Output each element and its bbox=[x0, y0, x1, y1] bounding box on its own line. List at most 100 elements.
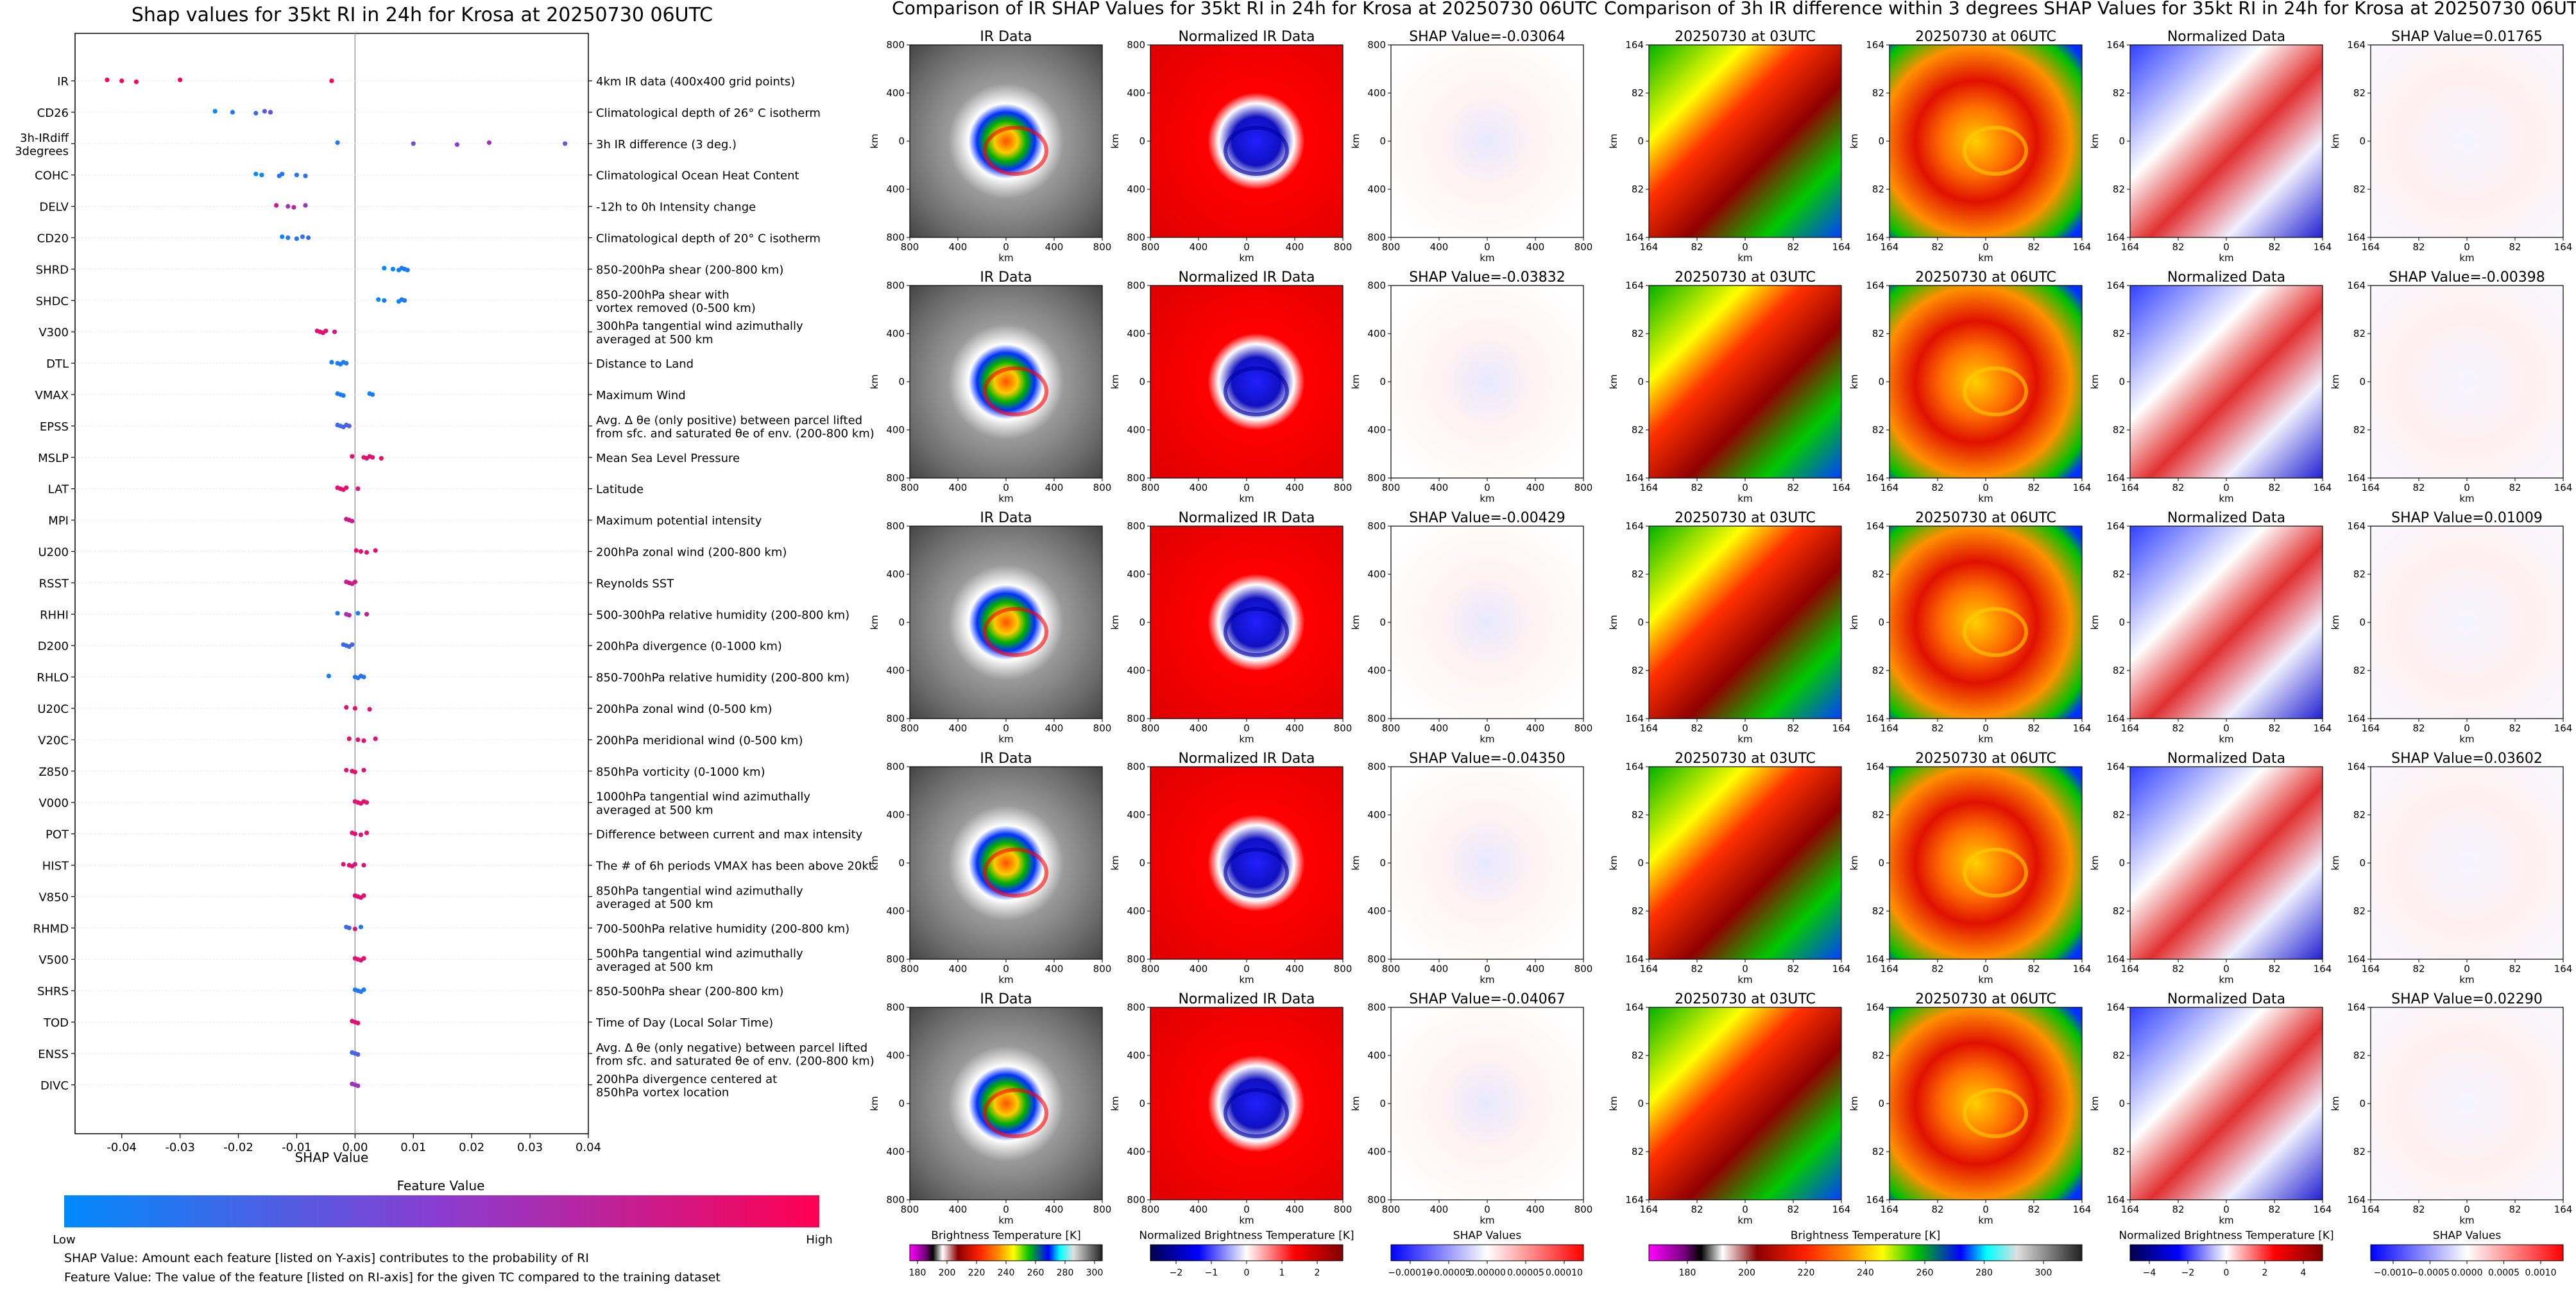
panel-y-tick-label: 400 bbox=[886, 665, 905, 676]
panel-image bbox=[1390, 1007, 1584, 1200]
shap-point bbox=[355, 737, 361, 742]
panel-image bbox=[1390, 766, 1584, 960]
panel-image bbox=[1889, 285, 2083, 479]
feature-description: Maximum Wind bbox=[596, 389, 686, 402]
panel-y-tick-label: 400 bbox=[886, 1146, 905, 1157]
panel-y-tick-label: 800 bbox=[1127, 1002, 1145, 1013]
shap-point bbox=[358, 925, 364, 930]
panel-y-tick-label: 164 bbox=[2106, 472, 2125, 484]
colorbar-tick-label: 0.0005 bbox=[2488, 1268, 2520, 1278]
panel-x-label: km bbox=[1239, 252, 1254, 264]
x-tick-label: 0.02 bbox=[459, 1141, 484, 1154]
panel-y-label: km bbox=[1848, 374, 1860, 389]
panel-y-tick-label: 0 bbox=[1379, 1098, 1386, 1109]
shap-point bbox=[286, 204, 291, 209]
shap-point bbox=[367, 706, 372, 712]
panel-image bbox=[1648, 1007, 1842, 1200]
panel-x-label: km bbox=[2459, 1215, 2474, 1226]
feature-label: 3h-IRdiff 3degrees bbox=[15, 132, 69, 158]
panel-x-tick-label: 164 bbox=[2121, 963, 2140, 975]
panel-title: 20250730 at 06UTC bbox=[1915, 29, 2056, 45]
panel-x-tick-label: 400 bbox=[1526, 241, 1545, 253]
panel-x-tick-label: 400 bbox=[1526, 482, 1545, 493]
panel-title: IR Data bbox=[980, 29, 1032, 45]
x-tick-label: -0.03 bbox=[165, 1141, 195, 1154]
shap-point bbox=[358, 549, 364, 554]
shap-point bbox=[350, 454, 355, 459]
panel-x-label: km bbox=[1239, 493, 1254, 504]
panel-y-tick-label: 0 bbox=[1139, 135, 1145, 147]
panel-x-tick-label: 164 bbox=[2314, 722, 2332, 734]
panel-y-tick-label: 164 bbox=[2347, 232, 2366, 243]
panel-x-tick-label: 800 bbox=[1334, 482, 1352, 493]
panel-image bbox=[2129, 44, 2323, 238]
panel-y-tick-label: 82 bbox=[1872, 424, 1884, 436]
panel-y-tick-label: 82 bbox=[2353, 424, 2366, 436]
panel-x-tick-label: 82 bbox=[2027, 1204, 2040, 1215]
shap-point bbox=[280, 234, 285, 239]
storm-eye-ring bbox=[1224, 366, 1289, 416]
panel-image bbox=[1150, 285, 1343, 479]
panel-x-tick-label: 800 bbox=[1574, 241, 1593, 253]
shap-point bbox=[274, 203, 279, 208]
panel-x-tick-label: 400 bbox=[1430, 963, 1449, 975]
shap-point bbox=[352, 862, 357, 867]
panel-y-tick-label: 0 bbox=[2359, 617, 2366, 628]
shap-point bbox=[335, 611, 340, 616]
shap-plot-title: Shap values for 35kt RI in 24h for Krosa… bbox=[132, 4, 713, 26]
colorbar-tick-label: −2 bbox=[1170, 1268, 1183, 1278]
panel-x-tick-label: 0 bbox=[2464, 482, 2470, 493]
panel-x-tick-label: 164 bbox=[1881, 1204, 1899, 1215]
panel-x-tick-label: 800 bbox=[1334, 722, 1352, 734]
panel-y-tick-label: 400 bbox=[1127, 809, 1145, 821]
panel-y-tick-label: 400 bbox=[1367, 665, 1386, 676]
panel-y-tick-label: 0 bbox=[1637, 135, 1644, 147]
panel-x-tick-label: 400 bbox=[1526, 722, 1545, 734]
panel-y-tick-label: 800 bbox=[1367, 761, 1386, 773]
ir-section-title: Comparison of IR SHAP Values for 35kt RI… bbox=[892, 0, 1598, 19]
panel-title: Normalized IR Data bbox=[1178, 751, 1315, 767]
panel-x-tick-label: 82 bbox=[2172, 241, 2184, 253]
panel-y-tick-label: 400 bbox=[1127, 328, 1145, 339]
colorbar-low-label: Low bbox=[53, 1233, 75, 1247]
panel-x-tick-label: 164 bbox=[1881, 963, 1899, 975]
shap-point bbox=[253, 110, 259, 115]
colorbar-tick-label: −4 bbox=[2143, 1268, 2156, 1278]
feature-label: DTL bbox=[46, 357, 69, 371]
panel-x-tick-label: 164 bbox=[2362, 963, 2380, 975]
panel-title: SHAP Value=-0.00398 bbox=[2389, 269, 2545, 286]
feature-description: 300hPa tangential wind azimuthally averag… bbox=[596, 320, 803, 346]
feature-label: DELV bbox=[39, 201, 69, 214]
shap-point bbox=[361, 674, 366, 679]
shap-point bbox=[344, 704, 349, 710]
shap-point bbox=[346, 736, 352, 741]
panel-y-tick-label: 164 bbox=[2347, 1194, 2366, 1206]
storm-eye-ring bbox=[1963, 607, 2028, 657]
panel-y-tick-label: 800 bbox=[886, 713, 905, 724]
shap-point bbox=[344, 485, 349, 490]
panel-title: Normalized IR Data bbox=[1178, 991, 1315, 1007]
panel-title: IR Data bbox=[980, 269, 1032, 286]
panel-x-tick-label: 164 bbox=[1881, 241, 1899, 253]
panel-title: Normalized Data bbox=[2167, 29, 2285, 45]
panel-x-tick-label: 82 bbox=[1691, 241, 1703, 253]
panel-x-tick-label: 400 bbox=[949, 482, 968, 493]
panel-y-label: km bbox=[1109, 133, 1121, 148]
panel-x-tick-label: 400 bbox=[1286, 241, 1304, 253]
feature-description: Climatological depth of 26° C isotherm bbox=[596, 107, 821, 120]
panel-x-tick-label: 0 bbox=[1484, 963, 1490, 975]
shap-point bbox=[253, 171, 259, 176]
panel-x-tick-label: 82 bbox=[2027, 482, 2040, 493]
shap-summary-plot: Shap values for 35kt RI in 24h for Krosa… bbox=[15, 4, 874, 1285]
colorbar-tick-label: 2 bbox=[2262, 1268, 2268, 1278]
panel-x-tick-label: 800 bbox=[1141, 241, 1160, 253]
panel-x-tick-label: 82 bbox=[2268, 1204, 2280, 1215]
panel-y-tick-label: 164 bbox=[1625, 1194, 1644, 1206]
colorbar-tick-label: 200 bbox=[1738, 1268, 1755, 1278]
shap-point bbox=[286, 235, 291, 241]
panel-y-tick-label: 82 bbox=[1632, 87, 1644, 99]
colorbar-tick-label: 180 bbox=[909, 1268, 926, 1278]
shap-point bbox=[355, 611, 361, 616]
panel-y-tick-label: 82 bbox=[1872, 184, 1884, 195]
feature-description: 3h IR difference (3 deg.) bbox=[596, 138, 737, 151]
